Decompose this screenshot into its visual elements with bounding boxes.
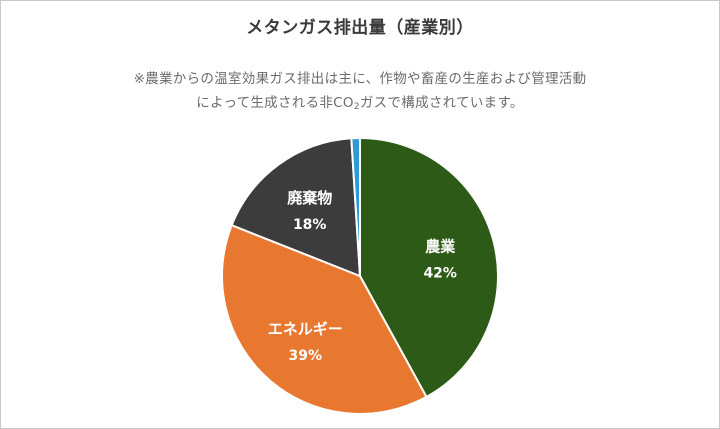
pie-slice-waste: [230, 137, 362, 278]
slice-name-label: 農業: [425, 237, 456, 255]
pie-slice-other: [350, 136, 361, 277]
slice-name-label: 廃棄物: [287, 189, 332, 207]
slice-name-label: エネルギー: [268, 320, 343, 338]
chart-title: メタンガス排出量（産業別）: [246, 18, 474, 38]
chart-note-line-2-end: ガスで構成されています。: [359, 95, 524, 111]
pie-slice-agriculture: [359, 136, 499, 399]
chart-note-line-2: によって生成される非CO2ガスで構成されています。: [1, 91, 719, 112]
chart-note-line-2-start: によって生成される非CO: [196, 95, 354, 111]
chart-note-line-1: ※農業からの温室効果ガス排出は主に、作物や畜産の生産および管理活動: [133, 71, 587, 87]
slice-percent-label: 39%: [288, 348, 322, 364]
slice-percent-label: 18%: [293, 217, 327, 233]
chart-note-subscript: 2: [353, 102, 360, 112]
slice-percent-label: 42%: [423, 265, 457, 281]
pie-slice-energy: [221, 223, 428, 415]
